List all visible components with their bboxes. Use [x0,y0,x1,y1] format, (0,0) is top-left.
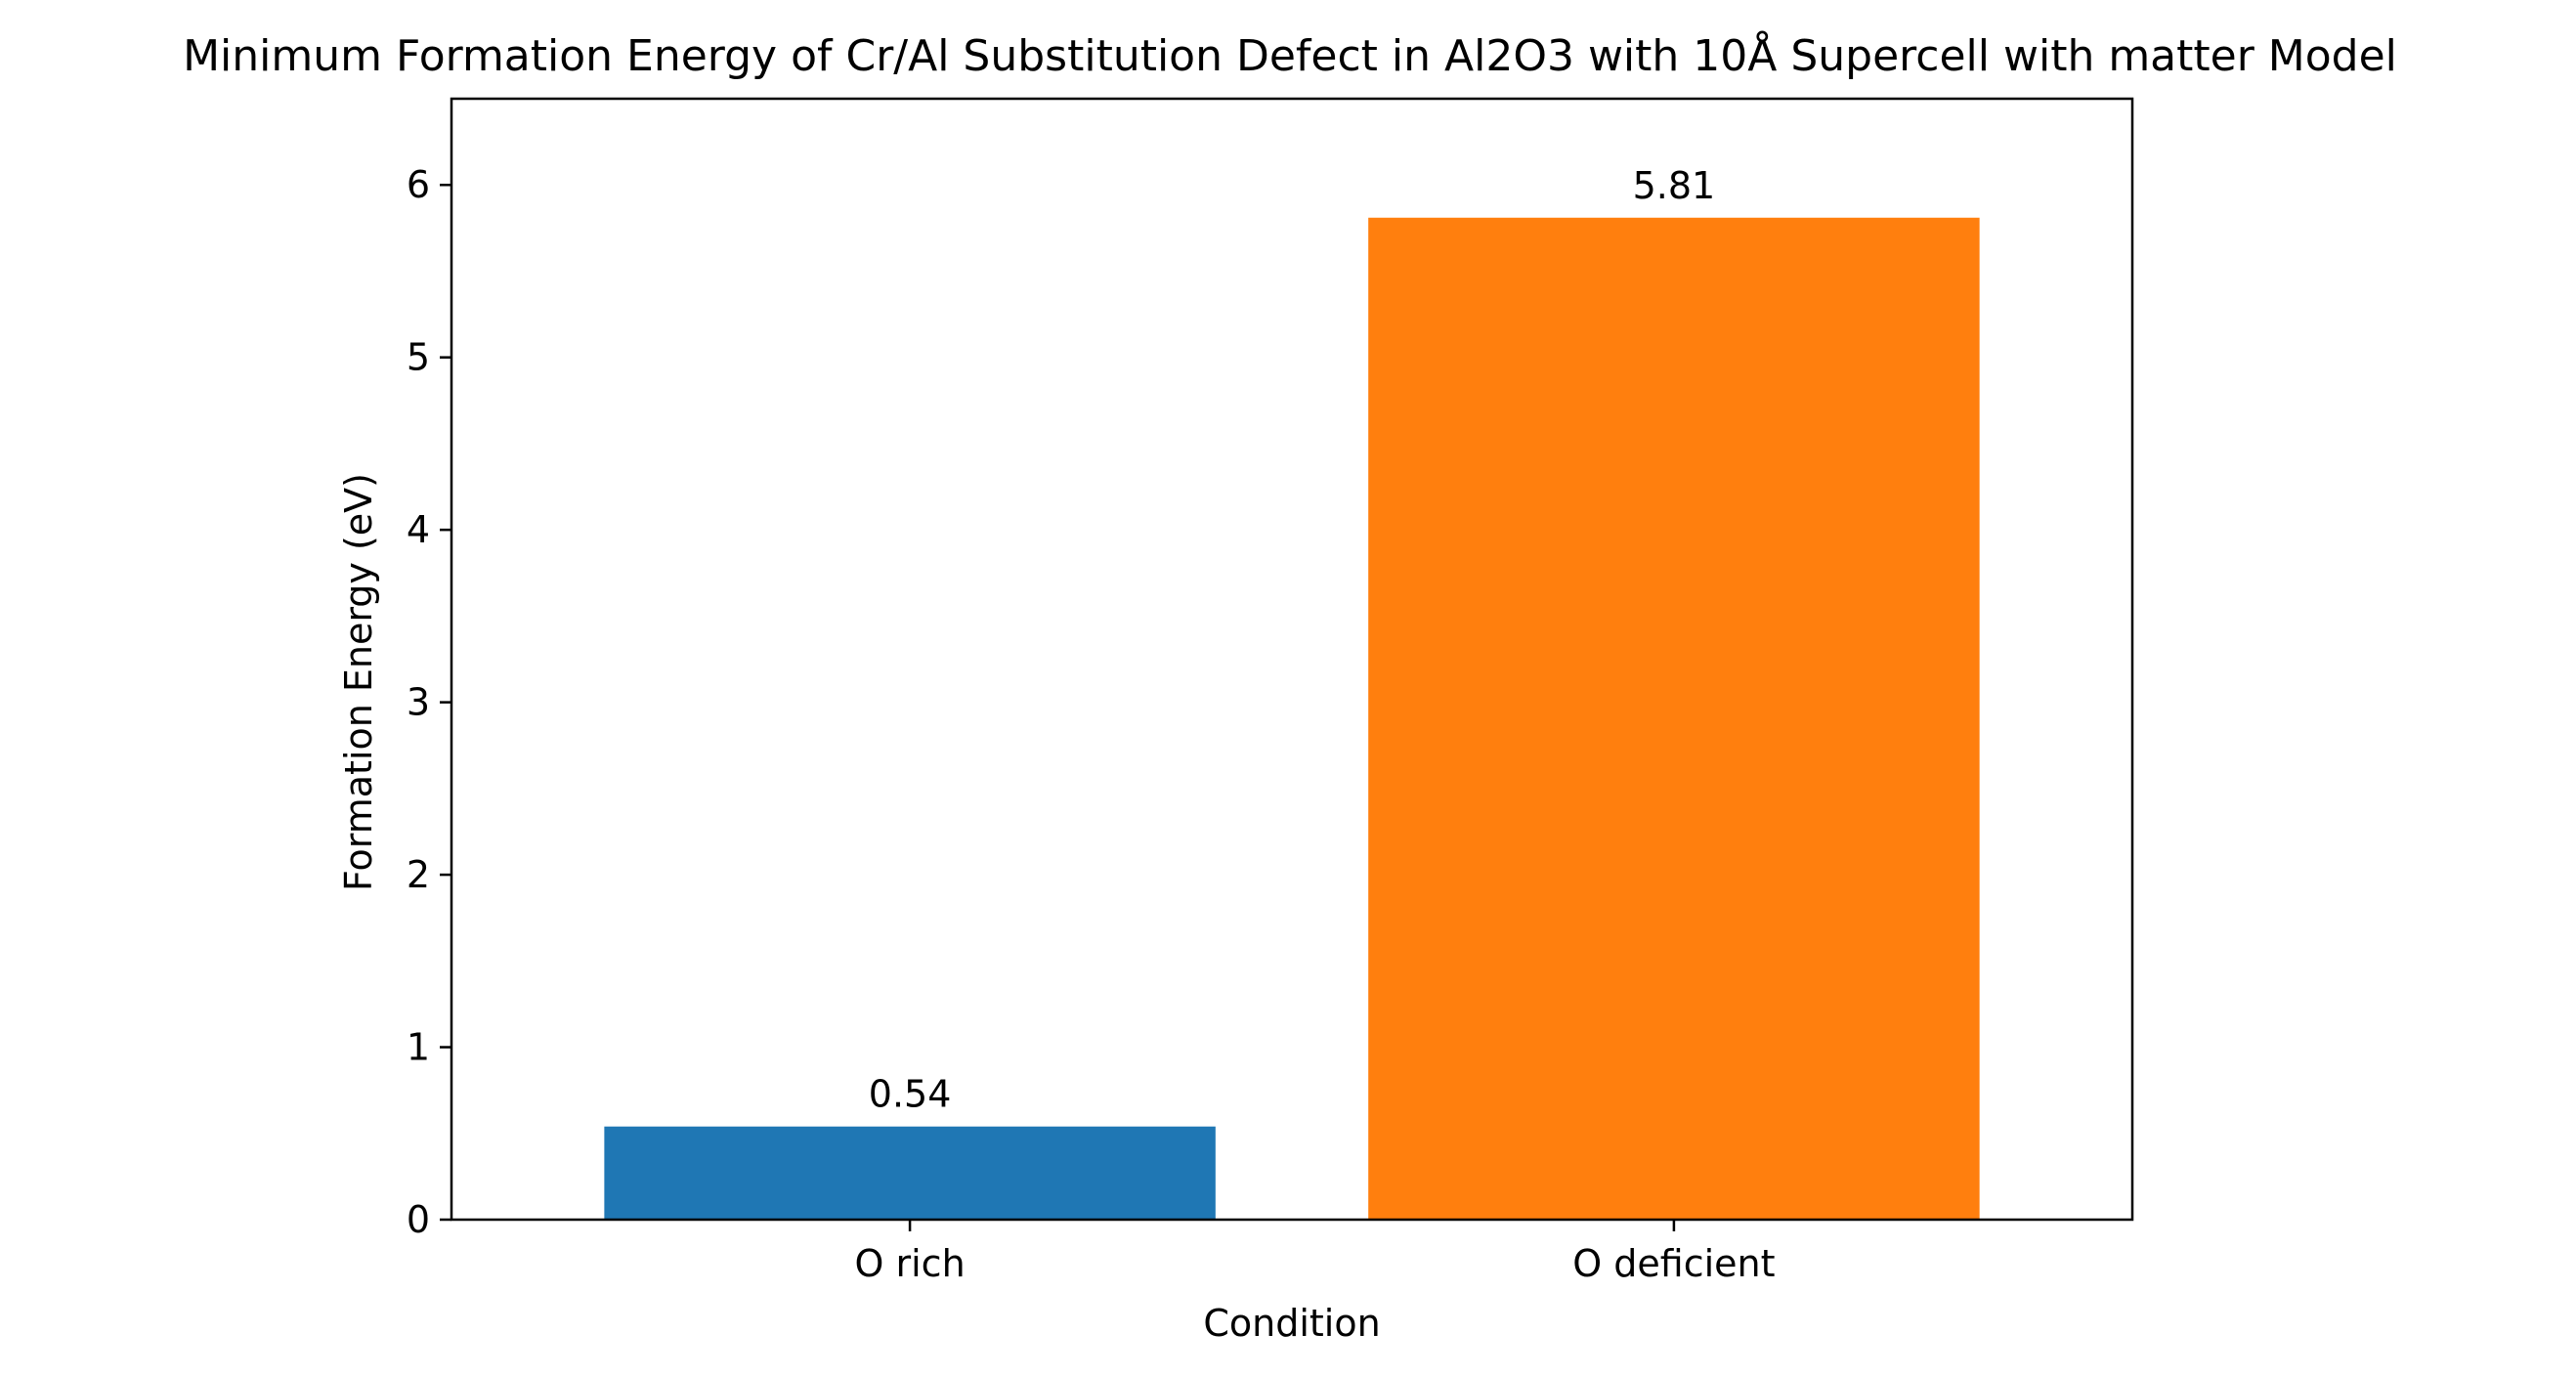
y-tick-label: 2 [407,853,430,896]
bar-o-rich [604,1126,1216,1220]
plot-frame [450,97,2134,1222]
y-tick-label: 6 [407,163,430,206]
y-tick-label: 5 [407,336,430,379]
bar-o-deficient [1368,217,1980,1221]
y-axis-label: Formation Energy (eV) [337,473,380,891]
x-tick-label: O deficient [1572,1242,1775,1285]
chart-title: Minimum Formation Energy of Cr/Al Substi… [183,29,2397,81]
plot-area: 0.54 5.81 0 1 2 3 4 5 6 O rich O deficient [407,97,2134,1285]
x-axis-label: Condition [1203,1302,1380,1345]
y-tick-label: 0 [407,1198,430,1241]
y-tick-label: 1 [407,1026,430,1069]
bar-value-label: 0.54 [869,1073,952,1116]
y-tick-label: 3 [407,681,430,724]
y-tick-label: 4 [407,508,430,551]
bar-value-label: 5.81 [1633,164,1716,207]
x-tick-label: O rich [855,1242,966,1285]
